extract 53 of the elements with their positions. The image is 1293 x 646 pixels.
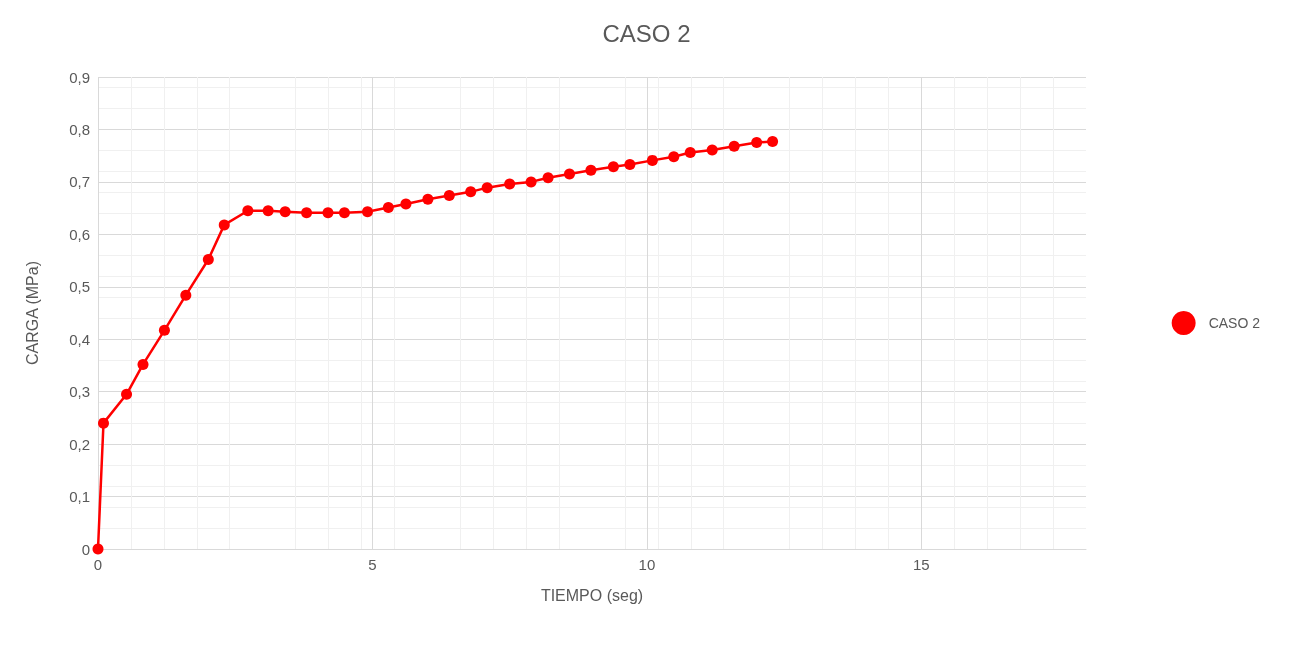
point bbox=[137, 358, 149, 370]
y-tick-label: 0,4 bbox=[69, 330, 90, 348]
point bbox=[322, 207, 334, 219]
y-tick-label: 0,7 bbox=[69, 173, 90, 191]
point bbox=[624, 159, 636, 171]
x-tick-label: 15 bbox=[912, 556, 930, 573]
x-tick-label: 5 bbox=[368, 556, 377, 573]
y-tick-label: 0,6 bbox=[69, 225, 90, 243]
y-tick-label: 0,3 bbox=[69, 383, 90, 401]
point bbox=[362, 206, 373, 218]
y-tick-label: 0 bbox=[81, 540, 90, 558]
point bbox=[92, 543, 104, 555]
point bbox=[422, 193, 434, 205]
point bbox=[668, 151, 680, 163]
point bbox=[465, 186, 477, 198]
chart-title: CASO 2 bbox=[602, 19, 691, 47]
point bbox=[98, 417, 109, 429]
point bbox=[585, 164, 597, 176]
point bbox=[121, 388, 133, 400]
x-tick-label: 10 bbox=[638, 556, 656, 573]
x-axis-title: TIEMPO (seg) bbox=[540, 586, 644, 604]
legend-label: CASO 2 bbox=[1208, 315, 1261, 331]
point bbox=[400, 198, 412, 210]
point bbox=[607, 161, 619, 173]
point bbox=[728, 140, 740, 152]
point bbox=[242, 205, 254, 217]
point bbox=[646, 154, 658, 166]
y-tick-label: 0,1 bbox=[69, 488, 90, 506]
point bbox=[504, 178, 516, 190]
y-axis-title: CARGA (MPa) bbox=[23, 260, 41, 366]
point bbox=[443, 190, 455, 202]
point bbox=[218, 219, 230, 231]
point bbox=[382, 202, 394, 214]
point bbox=[202, 254, 214, 265]
point bbox=[180, 289, 192, 301]
point bbox=[338, 207, 350, 219]
y-tick-label: 0,2 bbox=[69, 435, 90, 453]
y-tick-label: 0,9 bbox=[69, 68, 90, 86]
point bbox=[158, 324, 170, 336]
y-tick-label: 0,5 bbox=[69, 278, 90, 296]
point bbox=[564, 168, 575, 180]
point bbox=[525, 176, 537, 188]
point bbox=[279, 206, 291, 218]
point bbox=[684, 147, 696, 159]
point bbox=[751, 137, 763, 149]
point bbox=[767, 136, 779, 147]
point bbox=[262, 205, 274, 217]
x-tick-label: 0 bbox=[93, 556, 103, 573]
point bbox=[301, 207, 313, 219]
point bbox=[481, 182, 493, 194]
point bbox=[542, 172, 554, 184]
y-tick-label: 0,8 bbox=[69, 120, 90, 138]
point bbox=[706, 144, 718, 156]
